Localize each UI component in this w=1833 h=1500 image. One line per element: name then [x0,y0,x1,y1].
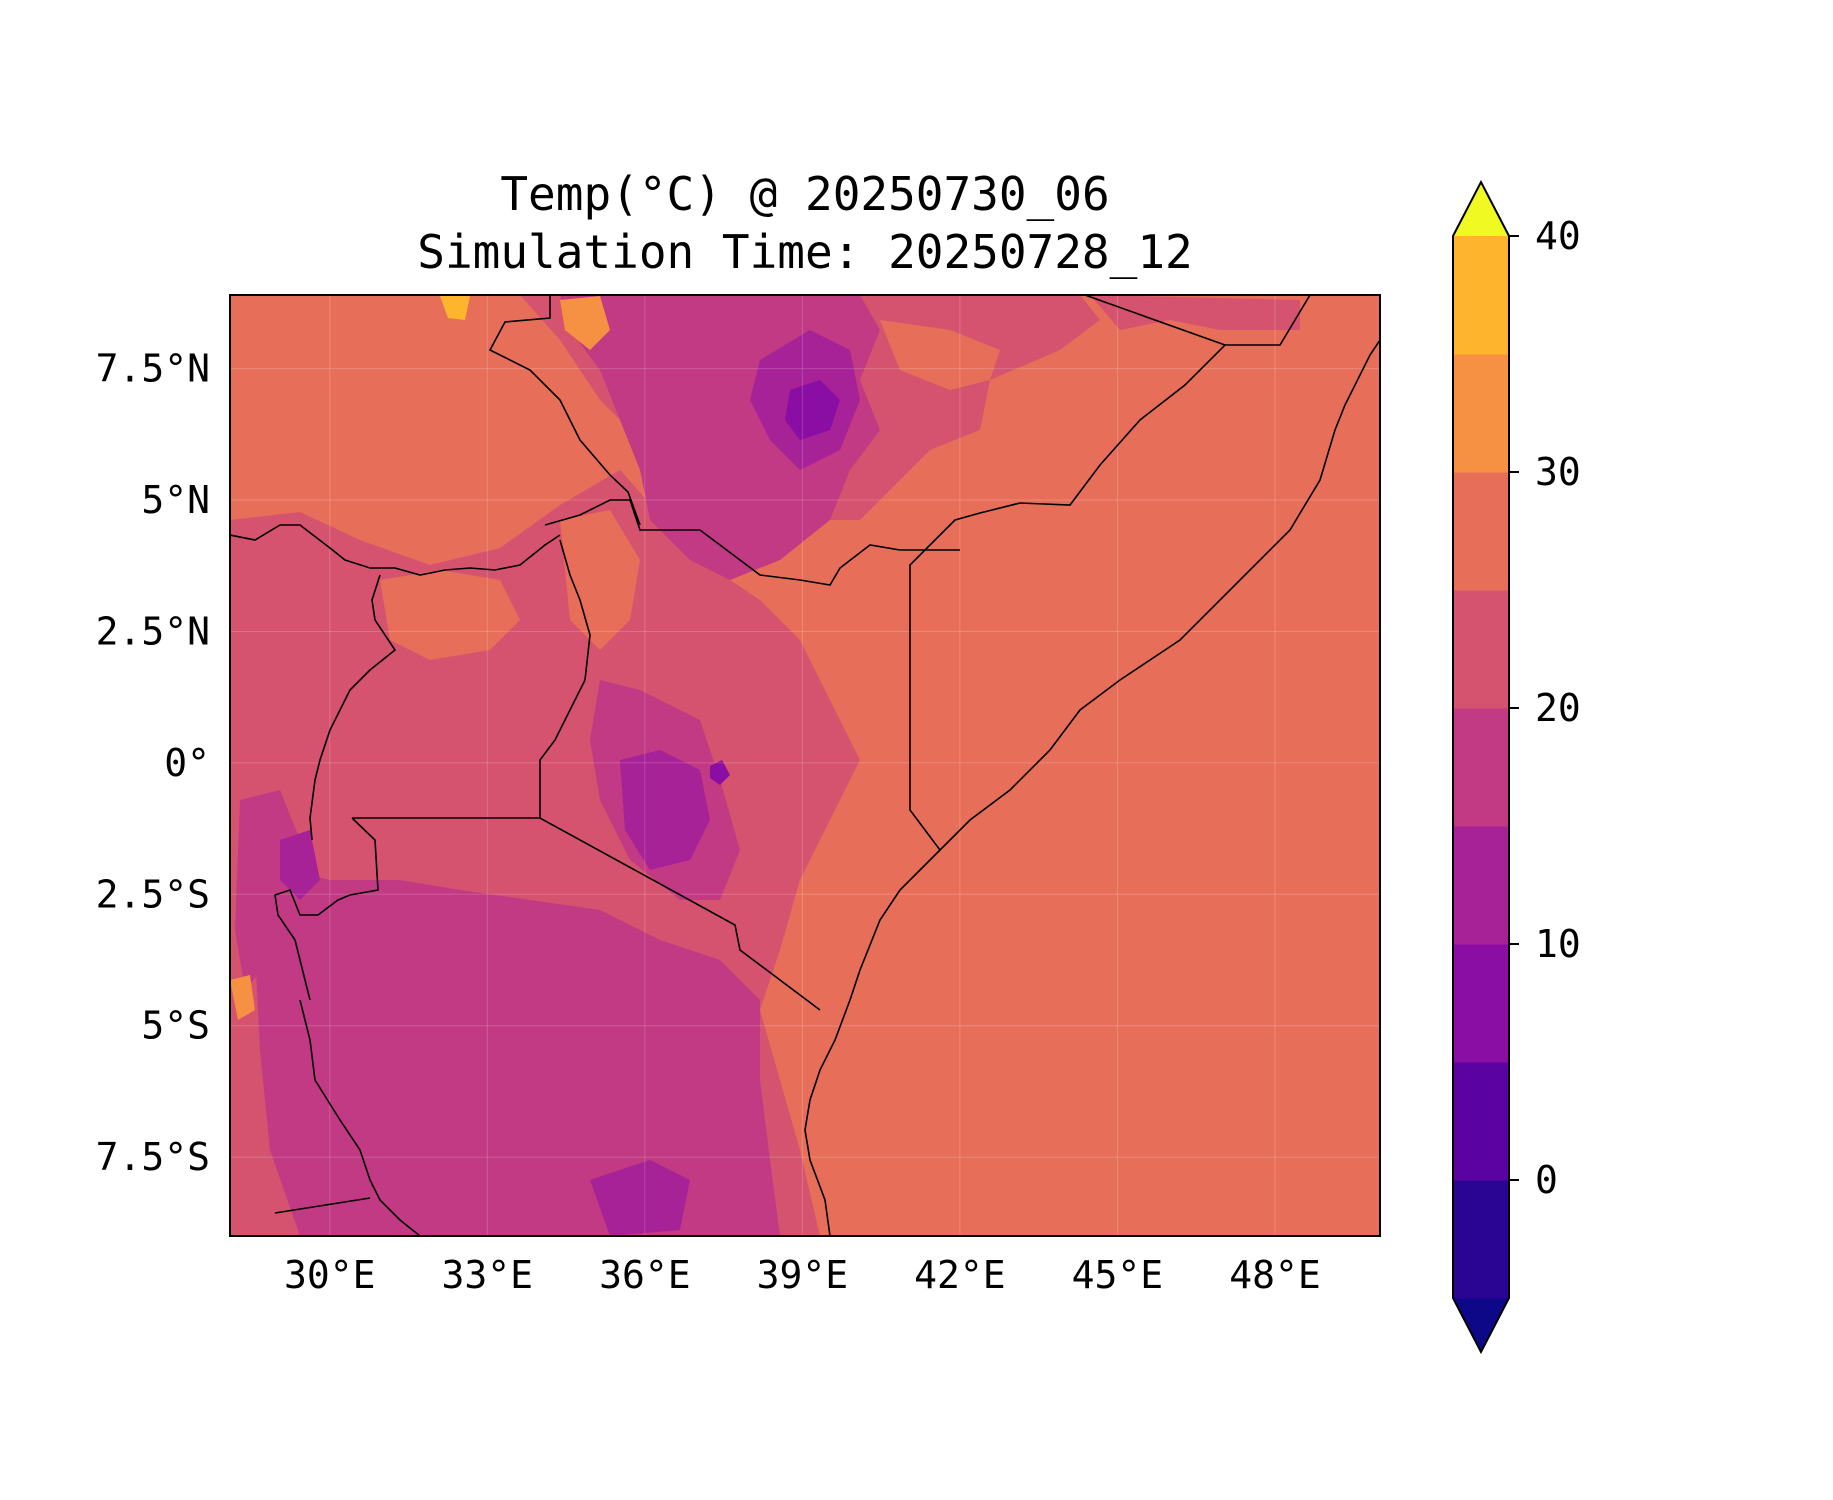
y-tick-label: 2.5°N [96,609,210,653]
colorbar-band [1453,236,1509,355]
field-region-35-40 [440,296,470,320]
y-tick-label: 0° [164,741,210,785]
colorbar-tick-label: 30 [1535,450,1581,494]
map-panel [230,295,1380,1236]
border-zambia [274,1197,371,1214]
field-region-25-30-ethiopia [880,320,1000,390]
border-uganda-west [309,574,397,841]
y-axis: 7.5°N 5°N 2.5°N 0° 2.5°S 5°S 7.5°S [96,347,210,1180]
gridlines [230,295,1380,1236]
x-tick-label: 39°E [757,1253,849,1297]
coastline-and-borders [230,295,1380,1236]
map-frame [229,294,1381,1237]
x-tick-label: 42°E [914,1253,1006,1297]
x-axis: 30°E 33°E 36°E 39°E 42°E 45°E 48°E [284,1253,1321,1297]
colorbar-band [1453,826,1509,945]
coastline [804,339,1380,1236]
colorbar-tick-label: 0 [1535,1158,1558,1202]
colorbar-tick-label: 40 [1535,214,1581,258]
border-sudan-south [230,524,561,576]
border-djibouti [1084,295,1226,346]
colorbar: 0 10 20 30 40 [1452,179,1581,1355]
y-tick-label: 5°N [141,478,210,522]
field-region-30-35-west [230,975,255,1020]
border-somalia-ethiopia [909,295,1311,851]
border-rwanda-burundi [274,817,379,1001]
colorbar-tick-label: 20 [1535,686,1581,730]
colorbar-band [1453,472,1509,591]
field-region-15-20-tanzania [250,860,780,1236]
colorbar-band [1453,708,1509,827]
field-region-10-15-kenya [620,750,710,870]
x-tick-label: 33°E [442,1253,534,1297]
title-line-2: Simulation Time: 20250728_12 [417,225,1192,279]
colorbar-extend-under [1453,1298,1509,1352]
border-lake-victoria-south [352,817,821,1011]
colorbar-band [1453,1180,1509,1299]
y-tick-label: 7.5°S [96,1135,210,1179]
border-uganda-kenya [539,539,591,818]
field-region-25-30-kenya [560,510,640,650]
y-tick-label: 7.5°N [96,347,210,391]
field-region-20-25-east [1090,295,1300,330]
field-region-25-30-uganda [380,570,520,660]
border-sudan-ethiopia [488,295,641,526]
x-tick-label: 30°E [284,1253,376,1297]
colorbar-band [1453,1062,1509,1181]
field-region-5-10-kenya [710,760,730,785]
title-line-1: Temp(°C) @ 20250730_06 [500,167,1109,221]
field-region-10-15-rwanda [280,830,320,900]
border-tanzania-west [299,999,421,1236]
x-tick-label: 45°E [1072,1253,1164,1297]
x-tick-label: 36°E [599,1253,691,1297]
colorbar-extend-over [1453,182,1509,236]
y-tick-label: 5°S [141,1004,210,1048]
colorbar-band [1453,944,1509,1063]
colorbar-tick-label: 10 [1535,922,1581,966]
field-region-30-35 [560,296,610,350]
x-tick-label: 48°E [1229,1253,1321,1297]
border-ethiopia-kenya [544,499,960,586]
temperature-field [230,295,1300,1236]
colorbar-band [1453,354,1509,473]
y-tick-label: 2.5°S [96,872,210,916]
field-region-5-10-ethiopia [785,380,840,440]
field-region-10-15-tanzania [590,1160,690,1236]
colorbar-band [1453,590,1509,709]
